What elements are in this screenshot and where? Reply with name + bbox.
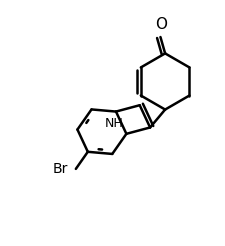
Text: NH: NH — [104, 117, 123, 130]
Text: O: O — [156, 17, 168, 32]
Text: Br: Br — [52, 162, 68, 176]
